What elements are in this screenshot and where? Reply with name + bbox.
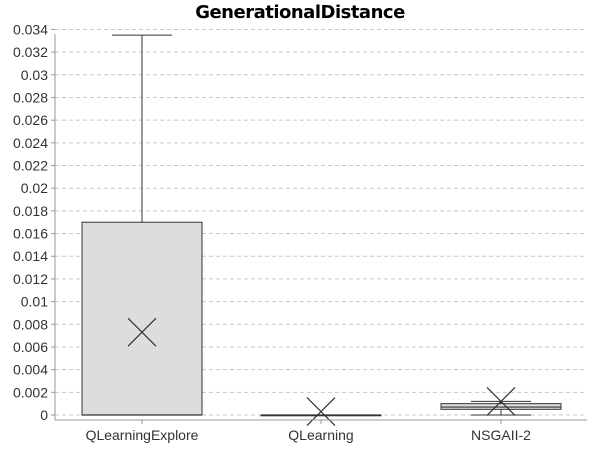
y-axis-ticks: 0 0.002 0.004 0.006 0.008 0.01 0.012 0.014 0.016… bbox=[13, 21, 55, 423]
y-tick-label: 0 bbox=[40, 407, 48, 423]
mean-marker bbox=[306, 397, 336, 427]
mean-marker bbox=[486, 386, 516, 416]
y-tick-label: 0.01 bbox=[21, 294, 48, 310]
y-tick-label: 0.026 bbox=[13, 112, 48, 128]
y-tick-label: 0.014 bbox=[13, 248, 48, 264]
y-tick-label: 0.03 bbox=[21, 67, 48, 83]
x-tick-label: NSGAII-2 bbox=[471, 427, 531, 443]
mean-marker bbox=[127, 317, 157, 347]
y-tick-label: 0.024 bbox=[13, 135, 48, 151]
y-tick-label: 0.034 bbox=[13, 21, 48, 37]
y-tick-label: 0.032 bbox=[13, 44, 48, 60]
chart-title: GenerationalDistance bbox=[195, 2, 405, 23]
box-iqr bbox=[81, 221, 203, 416]
box-nsgaii-2 bbox=[440, 386, 562, 416]
x-tick-label: QLearning bbox=[288, 427, 353, 443]
box-qlearning bbox=[260, 397, 382, 427]
x-axis-ticks: QLearningExplore QLearning NSGAII-2 bbox=[86, 420, 531, 443]
y-tick-label: 0.002 bbox=[13, 384, 48, 400]
y-tick-label: 0.02 bbox=[21, 180, 48, 196]
y-tick-label: 0.016 bbox=[13, 226, 48, 242]
y-tick-label: 0.022 bbox=[13, 158, 48, 174]
y-tick-label: 0.004 bbox=[13, 362, 48, 378]
y-tick-label: 0.028 bbox=[13, 89, 48, 105]
x-tick-label: QLearningExplore bbox=[86, 427, 199, 443]
box-qlearningexplore bbox=[81, 34, 203, 416]
boxes bbox=[81, 34, 562, 427]
y-tick-label: 0.018 bbox=[13, 203, 48, 219]
y-tick-label: 0.008 bbox=[13, 316, 48, 332]
y-tick-label: 0.012 bbox=[13, 271, 48, 287]
y-tick-label: 0.006 bbox=[13, 339, 48, 355]
